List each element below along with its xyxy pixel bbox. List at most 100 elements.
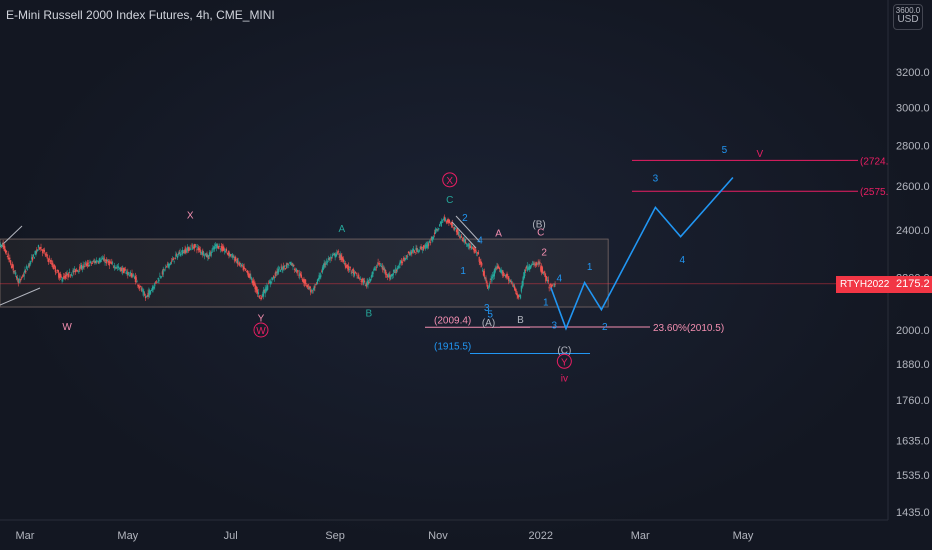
candle-body [140,288,142,291]
candle-body [506,273,508,277]
candle-body [445,221,447,223]
candle-body [22,275,24,276]
candle-body [330,256,332,258]
wave-label-circle [253,322,269,338]
candle-body [155,281,157,283]
candle-body [69,275,72,277]
candle-body [310,290,313,292]
candle-body [369,278,371,281]
candle-body [82,264,84,269]
candle-body [121,268,123,271]
candle-body [546,279,549,282]
candle-body [76,270,78,272]
candle-body [349,266,351,269]
candle-body [550,285,552,290]
candle-body [519,294,522,299]
candle-body [188,248,190,251]
candle-body [532,264,534,265]
candle-body [300,274,303,278]
candle-body [454,228,456,230]
candle-body [256,290,259,294]
candle-body [374,267,376,269]
candle-body [193,244,195,249]
candle-body [72,270,74,273]
candle-body [106,259,108,264]
candle-body [297,270,299,272]
candle-body [104,261,106,263]
candle-body [91,262,94,264]
candle-body [29,261,31,266]
candle-body [414,251,416,253]
candle-body [427,242,429,247]
candle-body [401,262,404,264]
candle-body [439,224,441,227]
candle-body [218,246,220,249]
candle-body [524,269,527,271]
candle-body [122,267,125,274]
candle-body [77,269,79,271]
candle-body [494,267,496,273]
candle-body [16,277,19,280]
candle-body [58,272,60,278]
candle-body [459,236,461,238]
currency-selector[interactable]: 3600.0 USD [893,4,923,30]
candle-body [209,253,211,255]
candle-body [223,247,225,251]
candle-body [20,279,22,281]
candle-body [26,266,28,269]
candle-body [348,265,350,271]
candle-body [81,268,83,270]
wave-label: Y [258,314,265,325]
candle-body [26,268,29,270]
candle-body [146,294,148,296]
candle-body [175,254,177,257]
candle-body [288,265,290,267]
candle-body [363,280,365,285]
candle-body [120,268,122,272]
candle-body [161,271,163,275]
candle-body [553,283,555,288]
candle-body [199,249,201,253]
candle-body [298,274,300,276]
candle-body [187,246,189,251]
candle-body [166,264,169,266]
candle-body [465,243,468,245]
candle-body [317,278,319,281]
candle-body [286,263,288,268]
candle-body [456,228,458,233]
candle-body [313,286,315,290]
candle-body [226,252,228,254]
wave-label: 4 [680,255,686,266]
wave-label: B [365,308,372,319]
candle-body [353,272,356,276]
candle-body [96,260,98,263]
candle-body [374,269,377,271]
candle-body [315,282,318,284]
candle-body [344,263,346,267]
candle-body [314,286,316,288]
candle-body [299,273,301,277]
candle-body [88,265,90,267]
candle-body [7,253,9,260]
candle-body [326,261,328,263]
candle-body [74,269,77,273]
candle-body [437,229,439,231]
candle-body [190,249,192,251]
candle-body [498,266,500,269]
candle-body [94,261,96,263]
candle-body [500,269,502,272]
candle-body [326,261,329,263]
y-tick-label: 2000.0 [896,325,930,337]
candle-body [58,273,61,279]
candle-body [391,274,394,277]
candle-body [455,229,458,233]
candle-body [89,261,91,264]
candle-body [546,276,548,280]
candle-body [547,279,549,282]
candle-body [53,266,55,269]
candle-body [78,271,80,272]
candle-body [295,268,297,272]
candle-body [42,250,44,254]
